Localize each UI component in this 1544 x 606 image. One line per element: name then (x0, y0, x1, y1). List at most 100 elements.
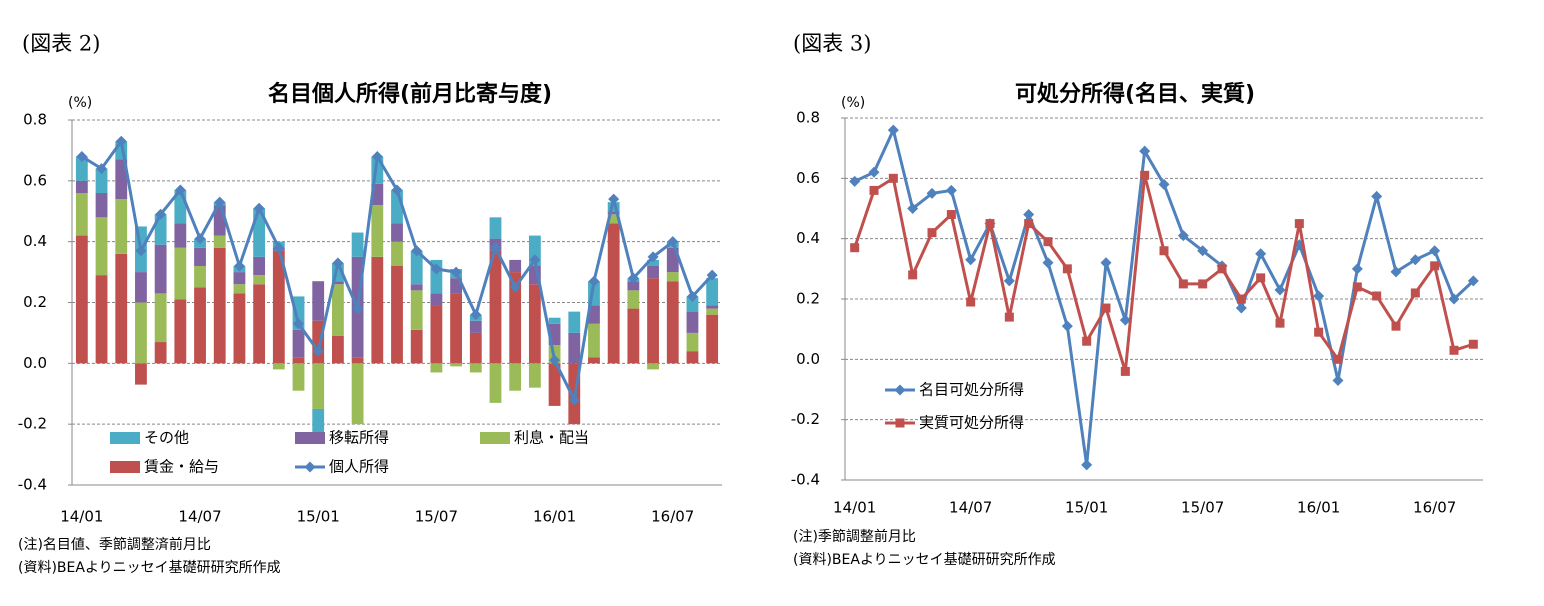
bar (588, 357, 600, 364)
bar (272, 363, 285, 370)
marker (907, 203, 919, 214)
marker (894, 384, 906, 396)
y-tick-label: -0.2 (18, 415, 47, 433)
marker (391, 184, 403, 196)
bar (371, 183, 384, 206)
bar (95, 193, 108, 218)
bar (351, 232, 364, 257)
x-tick-label: 14/07 (178, 508, 221, 526)
marker (253, 202, 265, 214)
bar (371, 256, 384, 364)
x-tick-label: 15/07 (1181, 499, 1224, 517)
bar (194, 266, 206, 288)
marker (849, 175, 861, 187)
y-tick-label: -0.4 (791, 471, 820, 489)
bar (410, 329, 423, 364)
marker (1235, 302, 1247, 314)
marker (115, 135, 127, 147)
marker (1391, 321, 1401, 331)
chart-title: 可処分所得(名目、実質) (1015, 81, 1255, 107)
bar (430, 259, 443, 294)
y-tick-label: 0.2 (796, 290, 820, 308)
marker (1217, 264, 1227, 274)
marker (869, 185, 879, 195)
bar (371, 205, 384, 257)
bar (666, 272, 679, 282)
marker (1275, 318, 1285, 328)
bar (292, 296, 305, 330)
marker (304, 461, 316, 473)
marker (1255, 248, 1267, 260)
note: (注)季節調整前月比 (793, 528, 916, 545)
x-tick-label: 16/01 (1297, 499, 1340, 517)
bar (548, 363, 561, 406)
bar (607, 211, 620, 215)
marker (1467, 275, 1479, 287)
marker (1119, 314, 1131, 326)
bar (135, 363, 147, 385)
bar (706, 278, 719, 306)
marker (1390, 266, 1402, 278)
marker (470, 309, 482, 321)
bar (115, 199, 128, 254)
marker (868, 166, 880, 178)
bar (391, 223, 403, 242)
chart-title: 名目個人所得(前月比寄与度) (268, 81, 552, 107)
bar (509, 272, 522, 364)
bar (332, 262, 344, 282)
marker (1372, 291, 1382, 301)
marker (1313, 290, 1325, 302)
marker (965, 254, 977, 266)
legend-label: 個人所得 (329, 458, 389, 476)
marker (1178, 279, 1188, 289)
bar (253, 208, 266, 257)
note: (注)名目値、季節調整済前月比 (18, 536, 211, 553)
bar (135, 302, 147, 364)
bar (686, 296, 699, 312)
bar (95, 275, 108, 364)
bar (588, 305, 600, 324)
marker (1140, 170, 1150, 180)
x-tick-label: 16/07 (651, 508, 694, 526)
legend-swatch (295, 432, 325, 444)
bar (607, 214, 620, 224)
marker (1197, 245, 1209, 257)
bar (647, 278, 659, 364)
bar (489, 250, 502, 364)
marker (945, 184, 957, 196)
bar (469, 332, 482, 364)
y-tick-label: 0.0 (796, 350, 820, 368)
marker (627, 272, 639, 284)
bar (292, 363, 305, 391)
marker (1120, 366, 1130, 376)
marker (1043, 237, 1053, 247)
marker (489, 242, 501, 254)
bar (489, 363, 502, 403)
marker (1274, 284, 1286, 296)
unit-label: (%) (841, 95, 865, 111)
bar (312, 281, 325, 321)
marker (1352, 282, 1362, 292)
bar (292, 329, 305, 358)
bar (607, 202, 620, 212)
bar (115, 159, 128, 200)
bar (115, 141, 128, 160)
bar (75, 193, 88, 236)
marker (411, 245, 423, 257)
marker (1061, 320, 1073, 332)
bar (391, 266, 403, 364)
marker (1024, 219, 1034, 229)
marker (887, 124, 899, 136)
bar (647, 363, 659, 370)
bar (272, 250, 285, 364)
bar (706, 314, 719, 364)
bar (706, 308, 719, 315)
marker (1333, 354, 1343, 364)
marker (135, 245, 147, 257)
bar (154, 244, 167, 294)
marker (1351, 263, 1363, 275)
bar (686, 351, 699, 364)
bar (647, 266, 659, 279)
marker (549, 354, 561, 366)
y-tick-label: 0.2 (23, 293, 47, 311)
